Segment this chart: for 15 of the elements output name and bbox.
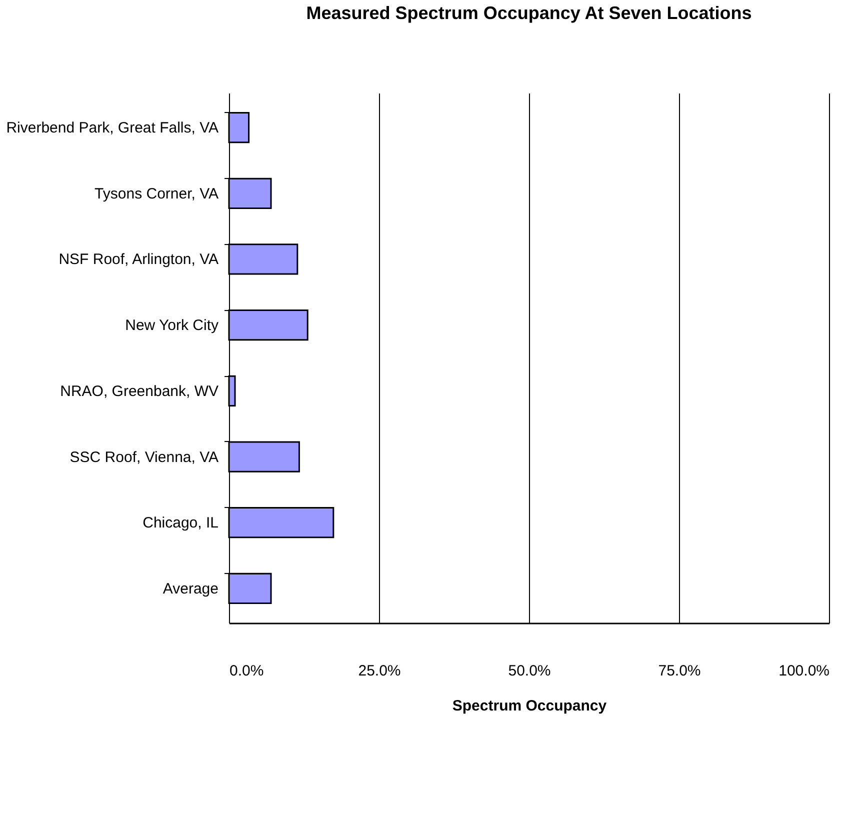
x-axis-title: Spectrum Occupancy [452,698,608,714]
y-tick-label: Riverbend Park, Great Falls, VA [6,120,218,137]
chart-title: Measured Spectrum Occupancy At Seven Locations [306,3,752,23]
y-tick-label: Chicago, IL [142,514,218,532]
y-tick-label: New York City [125,317,219,334]
y-tick-label: SSC Roof, Vienna, VA [70,448,218,466]
x-tick-label: 50.0% [508,662,551,680]
x-tick-label: 25.0% [358,662,401,680]
y-tick-label: Tysons Corner, VA [94,185,218,202]
x-tick-label: 0.0% [230,662,264,680]
y-tick-label: Average [162,580,218,598]
x-tick-label: 100.0% [778,662,830,680]
y-tick-label: NRAO, Greenbank, WV [60,382,218,400]
y-tick-label: NSF Roof, Arlington, VA [58,251,218,268]
x-tick-label: 75.0% [658,662,701,680]
